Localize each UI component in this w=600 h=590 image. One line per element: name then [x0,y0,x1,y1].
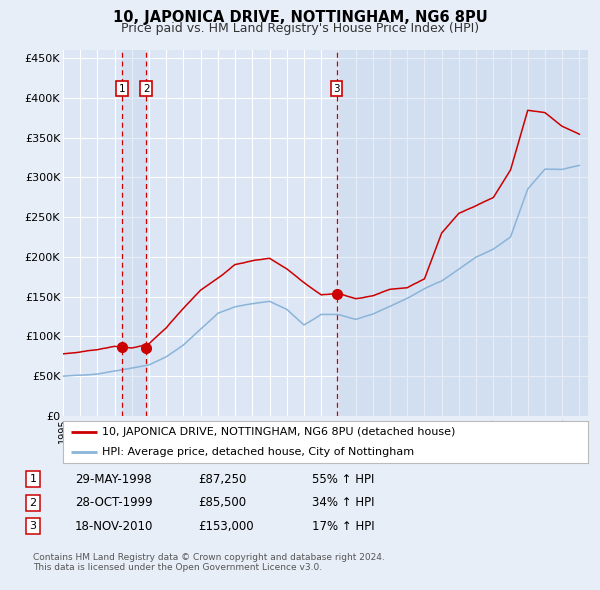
Text: 10, JAPONICA DRIVE, NOTTINGHAM, NG6 8PU: 10, JAPONICA DRIVE, NOTTINGHAM, NG6 8PU [113,10,487,25]
Text: 2: 2 [143,84,149,94]
Text: 18-NOV-2010: 18-NOV-2010 [75,520,154,533]
Bar [337,50,588,416]
Text: Price paid vs. HM Land Registry's House Price Index (HPI): Price paid vs. HM Land Registry's House … [121,22,479,35]
Text: 2: 2 [29,498,37,507]
Text: £87,250: £87,250 [198,473,247,486]
Text: This data is licensed under the Open Government Licence v3.0.: This data is licensed under the Open Gov… [33,563,322,572]
Text: 28-OCT-1999: 28-OCT-1999 [75,496,152,509]
Text: 29-MAY-1998: 29-MAY-1998 [75,473,152,486]
Text: HPI: Average price, detached house, City of Nottingham: HPI: Average price, detached house, City… [103,447,415,457]
Text: 1: 1 [118,84,125,94]
Text: £85,500: £85,500 [198,496,246,509]
Text: 10, JAPONICA DRIVE, NOTTINGHAM, NG6 8PU (detached house): 10, JAPONICA DRIVE, NOTTINGHAM, NG6 8PU … [103,427,456,437]
Text: 3: 3 [29,522,37,531]
Text: 1: 1 [29,474,37,484]
Text: 3: 3 [333,84,340,94]
Text: 55% ↑ HPI: 55% ↑ HPI [312,473,374,486]
Text: Contains HM Land Registry data © Crown copyright and database right 2024.: Contains HM Land Registry data © Crown c… [33,553,385,562]
Bar [122,50,146,416]
Text: 34% ↑ HPI: 34% ↑ HPI [312,496,374,509]
Text: 17% ↑ HPI: 17% ↑ HPI [312,520,374,533]
Text: £153,000: £153,000 [198,520,254,533]
